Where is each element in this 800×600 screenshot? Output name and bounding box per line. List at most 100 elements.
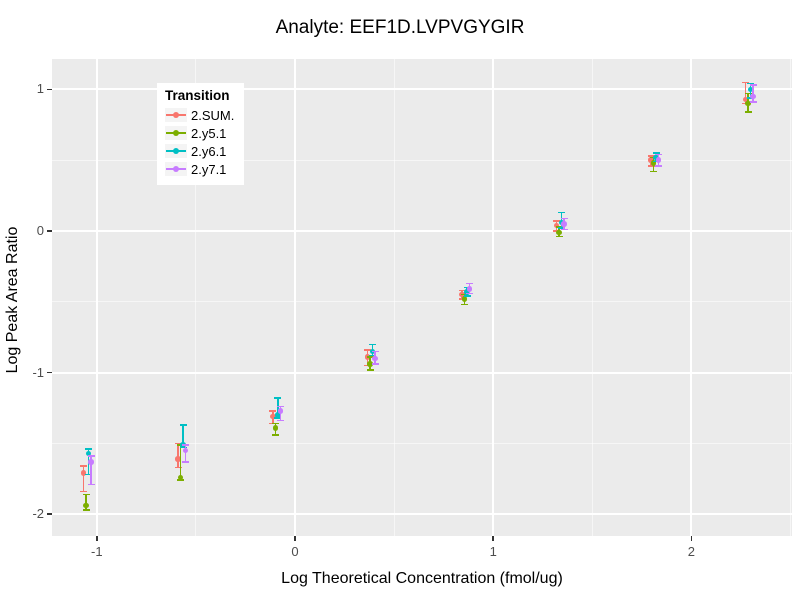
error-bar <box>90 456 92 485</box>
x-axis-title: Log Theoretical Concentration (fmol/ug) <box>281 570 563 587</box>
error-bar-cap <box>655 153 663 156</box>
error-bar-cap <box>458 289 466 292</box>
data-point <box>272 425 279 431</box>
error-bar-cap <box>177 479 185 481</box>
error-bar-cap <box>558 211 566 214</box>
error-bar-cap <box>80 465 88 467</box>
gridline-x-major <box>492 59 495 536</box>
error-bar-cap <box>276 419 284 422</box>
x-tick-mark <box>690 536 693 541</box>
x-tick-label: 2 <box>687 544 695 559</box>
pointrange-key-icon <box>165 162 187 176</box>
data-point <box>83 502 89 509</box>
error-bar-cap <box>555 235 563 238</box>
error-bar-cap <box>364 349 371 351</box>
error-bar-cap <box>87 455 95 457</box>
data-point <box>747 86 754 93</box>
gridline-y-major <box>52 371 792 374</box>
data-point <box>372 355 378 362</box>
key-dot <box>173 112 179 118</box>
error-bar <box>85 494 87 510</box>
y-tick-label: -1 <box>32 364 44 380</box>
gridline-y-minor <box>52 301 792 303</box>
data-point <box>85 450 92 457</box>
error-bar <box>277 398 279 418</box>
data-point <box>461 296 468 302</box>
error-bar <box>179 444 182 481</box>
error-bar-cap <box>80 490 88 493</box>
legend-item: 2.y7.1 <box>165 160 234 178</box>
error-bar-cap <box>647 165 655 167</box>
error-bar-cap <box>276 405 284 408</box>
key-dot <box>173 166 179 172</box>
pointrange-key-icon <box>165 144 187 158</box>
error-bar-cap <box>461 303 469 306</box>
error-bar-cap <box>650 170 658 173</box>
gridline-x-minor <box>195 59 197 536</box>
error-bar-cap <box>182 444 190 446</box>
error-bar-cap <box>560 217 568 219</box>
error-bar-cap <box>369 343 376 346</box>
error-bar-cap <box>269 410 277 412</box>
data-point <box>80 470 87 476</box>
gridline-y-minor <box>52 159 792 161</box>
error-bar <box>177 443 179 468</box>
error-bar <box>184 444 187 462</box>
error-bar-cap <box>371 363 379 365</box>
error-bar-cap <box>466 292 474 295</box>
error-bar-cap <box>82 509 90 511</box>
error-bar-cap <box>560 228 568 231</box>
legend-item-label: 2.SUM. <box>191 107 235 123</box>
error-bar-cap <box>558 227 566 229</box>
y-tick-mark <box>47 88 52 91</box>
error-bar-cap <box>271 422 279 425</box>
legend-item: 2.SUM. <box>165 106 234 124</box>
error-bar-cap <box>274 417 282 419</box>
data-point <box>561 221 567 227</box>
error-bar-cap <box>85 448 93 450</box>
error-bar <box>752 85 754 103</box>
y-tick-mark <box>47 371 52 374</box>
data-point <box>553 222 560 229</box>
x-tick-mark <box>492 536 494 541</box>
data-point <box>277 408 284 414</box>
data-point <box>742 96 749 103</box>
error-bar-cap <box>271 434 279 436</box>
error-bar-cap <box>742 81 750 84</box>
error-bar-cap <box>174 442 182 445</box>
error-bar-cap <box>655 165 663 167</box>
data-point <box>275 412 281 418</box>
data-point <box>648 157 654 163</box>
data-point <box>177 474 184 481</box>
error-bar-cap <box>174 466 182 469</box>
data-point <box>556 229 562 236</box>
data-point <box>750 93 756 100</box>
key-dot <box>173 148 179 154</box>
x-tick-label: -1 <box>91 544 103 559</box>
x-tick-label: 1 <box>489 544 497 559</box>
data-point <box>745 100 751 107</box>
chart-title: Analyte: EEF1D.LVPVGYGIR <box>275 17 525 38</box>
error-bar-cap <box>274 397 282 399</box>
key-dot <box>173 130 179 136</box>
error-bar-cap <box>747 82 755 85</box>
error-bar-cap <box>371 350 379 353</box>
y-tick-mark <box>47 230 52 232</box>
error-bar-cap <box>182 461 190 463</box>
y-tick-mark <box>47 513 52 515</box>
data-point <box>270 413 276 420</box>
error-bar-cap <box>553 220 561 222</box>
error-bar-cap <box>466 282 474 285</box>
error-bar-cap <box>749 101 757 103</box>
x-tick-mark <box>294 536 296 541</box>
data-point <box>367 361 373 367</box>
data-point <box>650 160 657 166</box>
error-bar-cap <box>744 92 752 95</box>
error-bar-cap <box>87 483 95 486</box>
data-point <box>466 286 473 292</box>
error-bar-cap <box>369 354 376 357</box>
data-point <box>653 154 659 161</box>
legend-item: 2.y5.1 <box>165 124 234 142</box>
legend-item-label: 2.y5.1 <box>191 125 227 141</box>
